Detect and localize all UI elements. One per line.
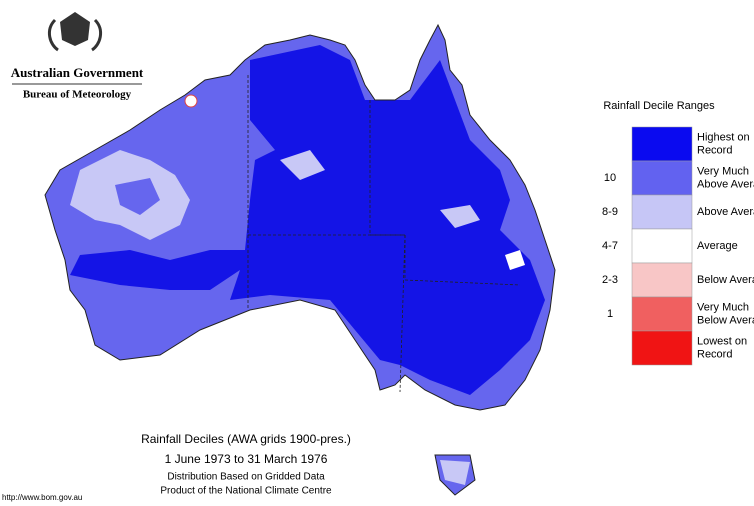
legend-range: 2-3 (602, 274, 618, 286)
legend-title: Rainfall Decile Ranges (603, 100, 715, 112)
legend-swatch (631, 262, 693, 298)
legend-label: Highest on (697, 131, 750, 143)
legend-range: 10 (604, 172, 616, 184)
state-borders (247, 75, 521, 393)
legend-swatch (631, 160, 693, 196)
legend-label: Average (697, 240, 738, 252)
legend-label: Below Average (697, 314, 754, 326)
legend-swatch (631, 126, 693, 162)
legend-label: Below Average (697, 274, 754, 286)
legend: Rainfall Decile Ranges Highest onRecord1… (602, 100, 754, 366)
legend-range: 8-9 (602, 206, 618, 218)
bureau-name: Bureau of Meteorology (23, 89, 132, 101)
legend-label: Above Average (697, 178, 754, 190)
legend-label: Very Much (697, 165, 749, 177)
legend-label: Record (697, 144, 732, 156)
url: http://www.bom.gov.au (2, 493, 82, 502)
logo: Australian Government Bureau of Meteorol… (11, 12, 144, 101)
legend-label: Very Much (697, 301, 749, 313)
legend-swatch (631, 296, 693, 332)
legend-label: Lowest on (697, 335, 747, 347)
agency-name: Australian Government (11, 65, 144, 80)
legend-range: 1 (607, 308, 613, 320)
legend-label: Record (697, 348, 732, 360)
legend-swatch (631, 228, 693, 264)
caption-title: Rainfall Deciles (AWA grids 1900-pres.) (141, 432, 351, 446)
caption-period: 1 June 1973 to 31 March 1976 (165, 452, 328, 466)
legend-range: 4-7 (602, 240, 618, 252)
legend-swatch (631, 194, 693, 230)
caption: Rainfall Deciles (AWA grids 1900-pres.) … (141, 432, 351, 496)
caption-note: Distribution Based on Gridded Data (167, 472, 325, 483)
legend-label: Above Average (697, 206, 754, 218)
legend-swatch (631, 330, 693, 366)
caption-producer: Product of the National Climate Centre (160, 486, 332, 497)
